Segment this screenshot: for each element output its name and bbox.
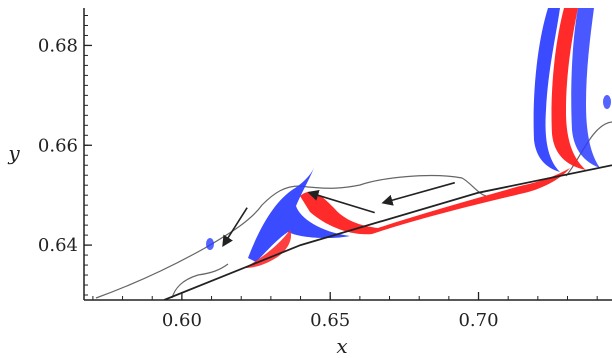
contour-outline-2	[171, 263, 229, 299]
y-ticks: 0.64 0.66 0.68	[38, 14, 92, 296]
blue-vertical-plume	[533, 8, 560, 172]
blue-vertical-plume-2	[571, 8, 600, 168]
wall-line	[163, 164, 612, 300]
flow-arrows	[222, 181, 456, 247]
blue-vortex-band	[248, 168, 350, 262]
flow-arrow	[307, 189, 375, 214]
y-tick-label: 0.64	[38, 235, 78, 256]
red-vortex-band	[300, 168, 570, 235]
red-lower-band	[244, 230, 292, 268]
x-ticks: 0.60 0.65 0.70	[92, 292, 598, 331]
x-tick-label: 0.65	[310, 310, 350, 331]
blue-blob	[206, 238, 214, 250]
flow-arrow	[222, 207, 248, 247]
y-tick-label: 0.68	[38, 35, 78, 56]
x-axis-label: x	[336, 334, 347, 358]
y-axis-label: y	[7, 141, 20, 165]
blue-blob-right	[603, 95, 611, 109]
plot-area	[95, 8, 612, 300]
red-vertical-plume	[551, 8, 586, 170]
flow-arrow	[381, 181, 456, 206]
y-tick-label: 0.66	[38, 135, 78, 156]
x-tick-label: 0.70	[458, 310, 498, 331]
x-tick-label: 0.60	[162, 310, 202, 331]
